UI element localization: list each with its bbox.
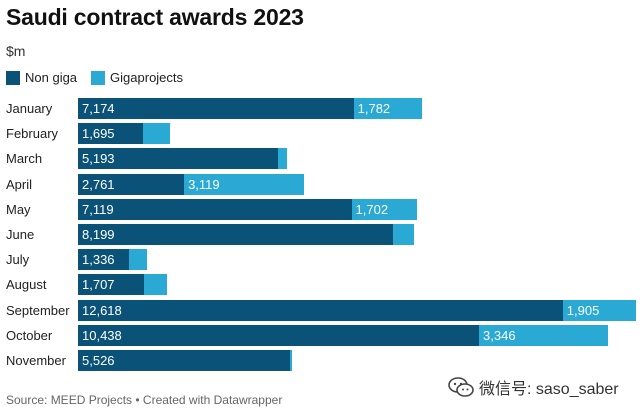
bar-non-giga	[78, 274, 144, 296]
value-label-non-giga: 2,761	[82, 176, 115, 192]
legend: Non giga Gigaprojects	[6, 70, 197, 85]
category-label: July	[6, 252, 30, 268]
bar-gigaprojects	[184, 173, 304, 195]
bar-gigaprojects	[143, 123, 170, 145]
watermark: 微信号: saso_saber	[448, 375, 619, 399]
bar-gigaprojects	[562, 299, 636, 321]
bar-non-giga	[78, 324, 480, 346]
bar-gigaprojects	[277, 148, 288, 170]
value-label-gigaprojects: 1,702	[355, 201, 389, 217]
bar-non-giga	[78, 224, 394, 245]
bar-gigaprojects	[393, 224, 415, 245]
bar-gigaprojects	[353, 98, 423, 119]
bar-gigaprojects	[290, 350, 293, 371]
value-label-gigaprojects: 1,782	[357, 101, 391, 116]
bar-non-giga	[78, 350, 291, 371]
source-footer: Source: MEED Projects • Created with Dat…	[6, 393, 283, 407]
bar-non-giga	[78, 249, 130, 271]
legend-swatch-gigaprojects	[91, 70, 106, 85]
category-label: October	[6, 327, 53, 343]
value-label-non-giga: 7,119	[82, 201, 114, 217]
category-label: January	[6, 101, 53, 116]
category-label: August	[6, 277, 47, 293]
value-label-gigaprojects: 3,346	[483, 327, 516, 343]
bar-non-giga	[78, 123, 144, 145]
legend-swatch-non-giga	[6, 70, 20, 85]
value-label-non-giga: 8,199	[82, 227, 115, 242]
chart-title: Saudi contract awards 2023	[6, 4, 304, 30]
category-label: September	[6, 302, 70, 318]
bar-gigaprojects	[351, 198, 417, 220]
watermark-text: 微信号: saso_saber	[479, 381, 619, 398]
value-label-gigaprojects: 1,905	[566, 302, 600, 318]
category-label: November	[6, 353, 66, 368]
stacked-bar-chart: January 7,174 1,782 February 1,695 March 5,193…	[0, 96, 640, 381]
category-label: March	[6, 151, 43, 167]
unit-label: $m	[6, 43, 26, 59]
value-label-non-giga: 7,174	[82, 101, 115, 116]
legend-item-gigaprojects: Gigaprojects	[91, 70, 183, 85]
legend-label-gigaprojects: Gigaprojects	[110, 70, 184, 85]
category-label: June	[6, 227, 35, 242]
bar-non-giga	[78, 299, 563, 321]
legend-item-non-giga: Non giga	[6, 70, 77, 85]
value-label-non-giga: 1,336	[82, 252, 115, 268]
category-label: February	[6, 126, 59, 142]
category-label: May	[6, 201, 31, 217]
bar-non-giga	[78, 98, 354, 119]
value-label-non-giga: 5,193	[82, 151, 115, 167]
value-label-gigaprojects: 3,119	[188, 176, 220, 192]
bar-non-giga	[78, 198, 352, 220]
bar-gigaprojects	[143, 274, 167, 296]
bar-gigaprojects	[479, 324, 608, 346]
wechat-icon	[448, 377, 474, 397]
category-label: April	[6, 176, 33, 192]
bar-non-giga	[78, 148, 278, 170]
value-label-non-giga: 5,526	[82, 353, 115, 368]
value-label-non-giga: 10,438	[82, 327, 122, 343]
bar-gigaprojects	[129, 249, 147, 271]
bar-non-giga	[78, 173, 185, 195]
value-label-non-giga: 1,695	[82, 126, 115, 142]
value-label-non-giga: 1,707	[82, 277, 115, 293]
legend-label-non-giga: Non giga	[25, 70, 78, 85]
value-label-non-giga: 12,618	[82, 302, 122, 318]
